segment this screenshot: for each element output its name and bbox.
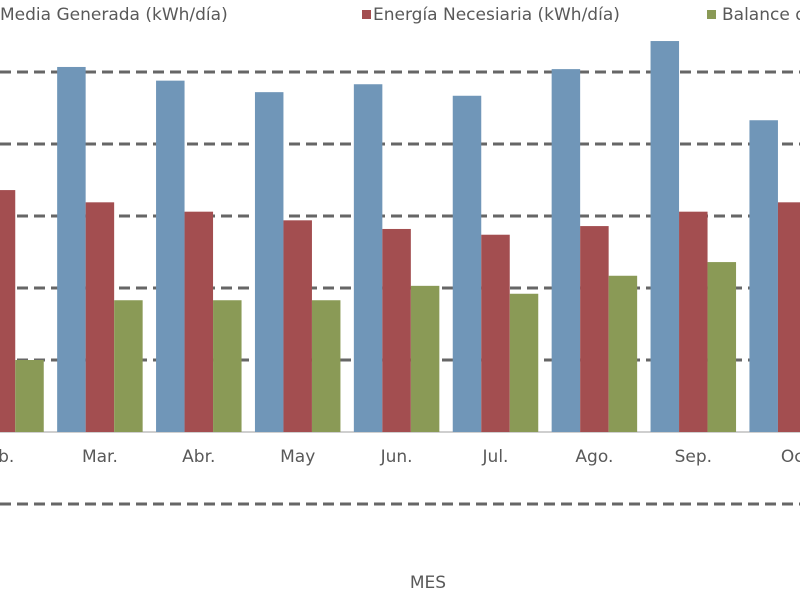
bar bbox=[311, 300, 341, 432]
x-tick-label: Abr. bbox=[182, 447, 215, 467]
bar bbox=[679, 211, 708, 432]
x-tick-label: May bbox=[280, 447, 315, 467]
bar bbox=[650, 41, 680, 432]
x-tick-label: Jun. bbox=[380, 447, 413, 467]
bar bbox=[156, 80, 185, 432]
bar bbox=[509, 293, 539, 432]
bar bbox=[184, 211, 214, 432]
bar bbox=[382, 228, 411, 432]
bar bbox=[213, 300, 242, 432]
bar bbox=[114, 300, 143, 432]
bar bbox=[707, 262, 737, 432]
bar bbox=[85, 202, 115, 432]
bar bbox=[749, 120, 778, 433]
bar bbox=[353, 84, 383, 433]
bar bbox=[608, 275, 638, 432]
x-tick-label: Oc bbox=[781, 447, 800, 467]
bar bbox=[254, 92, 284, 432]
bar bbox=[551, 69, 581, 433]
bar bbox=[580, 226, 609, 432]
x-tick-label: Sep. bbox=[675, 447, 712, 467]
bar bbox=[57, 66, 86, 433]
bar bbox=[15, 360, 44, 432]
bar bbox=[283, 220, 312, 432]
x-tick-label: eb. bbox=[0, 447, 14, 467]
legend-label: Media Generada (kWh/día) bbox=[0, 5, 228, 25]
bar bbox=[481, 234, 510, 432]
x-tick-label: Mar. bbox=[82, 447, 118, 467]
x-tick-label: Jul. bbox=[482, 447, 509, 467]
legend-marker bbox=[707, 10, 716, 19]
bar bbox=[777, 202, 800, 432]
bar bbox=[410, 285, 440, 432]
x-axis-title: MES bbox=[410, 573, 446, 593]
legend-label: Energía Necesiaria (kWh/día) bbox=[373, 5, 620, 25]
x-tick-label: Ago. bbox=[575, 447, 613, 467]
bar bbox=[0, 190, 16, 432]
legend-label: Balance d bbox=[722, 5, 800, 25]
bar bbox=[452, 95, 482, 432]
legend-marker bbox=[362, 10, 371, 19]
